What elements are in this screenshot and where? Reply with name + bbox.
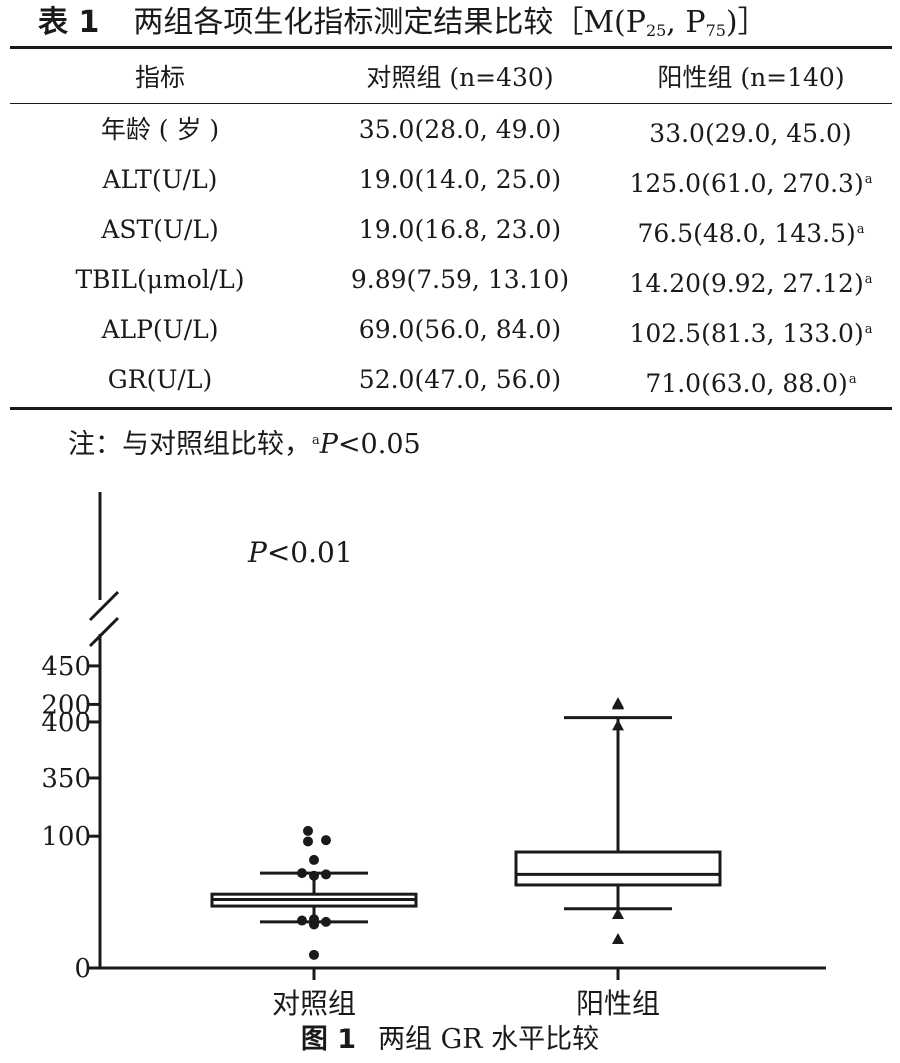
table-title-text: , P — [666, 5, 706, 40]
table-title-subscript: 25 — [645, 21, 667, 40]
row-positive-cell: 14.20(9.92, 27.12)a — [610, 255, 892, 305]
axis-break-mark — [88, 590, 120, 622]
row-indicator: AST(U/L) — [101, 215, 219, 244]
table-bottom-rule — [10, 407, 892, 410]
outlier-point — [612, 933, 624, 945]
table-title: 表 1 两组各项生化指标测定结果比较［M(P25, P75)］ — [38, 2, 768, 44]
outlier-point — [309, 870, 319, 881]
header-cell: 阳性组 (n=140) — [657, 63, 845, 92]
header-cell: 指标 — [134, 63, 185, 92]
note-p: P — [319, 429, 338, 460]
row-positive-value: 71.0(63.0, 88.0) — [645, 369, 848, 398]
figure-label: 图 1 — [300, 1024, 357, 1055]
y-tick-label: 200 — [41, 690, 91, 720]
outlier-point — [297, 868, 307, 879]
row-positive-cell: 102.5(81.3, 133.0)a — [610, 305, 892, 355]
gr-boxplot: 0 100 200 350 400 450 对照组 阳性组 P<0.01 — [41, 492, 826, 1018]
x-tick-label: 阳性组 — [576, 987, 660, 1018]
y-tick-label: 350 — [41, 764, 91, 794]
row-positive-cell: 125.0(61.0, 270.3)a — [610, 155, 892, 205]
box-iqr — [514, 850, 722, 887]
row-positive-value: 76.5(48.0, 143.5) — [637, 219, 856, 248]
row-positive-value: 102.5(81.3, 133.0) — [629, 319, 864, 348]
row-indicator: ALT(U/L) — [102, 165, 218, 194]
y-tick-label: 0 — [74, 954, 91, 984]
table-row: TBIL(μmol/L) 9.89(7.59, 13.10) 14.20(9.9… — [10, 255, 892, 305]
outlier-point — [321, 916, 331, 927]
header-cell: 对照组 (n=430) — [366, 63, 554, 92]
table-title-text: 两组各项生化指标测定结果比较［M(P — [133, 5, 646, 40]
row-indicator: 年龄 ( 岁 ) — [100, 115, 220, 144]
table-row: ALP(U/L) 69.0(56.0, 84.0) 102.5(81.3, 13… — [10, 305, 892, 355]
table-header-rule — [10, 103, 892, 104]
row-control-value: 69.0(56.0, 84.0) — [358, 315, 562, 344]
row-control-value: 52.0(47.0, 56.0) — [358, 365, 562, 394]
outlier-point — [309, 854, 319, 865]
outlier-point — [321, 869, 331, 880]
x-tick-label: 对照组 — [272, 987, 356, 1018]
row-indicator: ALP(U/L) — [101, 315, 219, 344]
outlier-point — [303, 825, 313, 836]
row-control-value: 19.0(16.8, 23.0) — [358, 215, 562, 244]
row-control-value: 9.89(7.59, 13.10) — [350, 265, 570, 294]
outlier-point — [303, 836, 313, 847]
row-positive-value: 33.0(29.0, 45.0) — [649, 119, 852, 148]
table-title-text: )］ — [725, 5, 768, 40]
note-text: 注：与对照组比较， — [68, 429, 311, 460]
significance-mark: a — [856, 222, 865, 237]
row-positive-value: 14.20(9.92, 27.12) — [629, 269, 864, 298]
table-row: ALT(U/L) 19.0(14.0, 25.0) 125.0(61.0, 27… — [10, 155, 892, 205]
significance-mark: a — [864, 272, 873, 287]
table-row: AST(U/L) 19.0(16.8, 23.0) 76.5(48.0, 143… — [10, 205, 892, 255]
note-mark: a — [312, 433, 320, 448]
row-indicator: GR(U/L) — [107, 365, 213, 394]
table-row: 年龄 ( 岁 ) 35.0(28.0, 49.0) 33.0(29.0, 45.… — [10, 105, 892, 155]
outlier-point — [321, 835, 331, 846]
outlier-point — [297, 915, 307, 926]
outlier-point — [612, 907, 624, 919]
table-top-rule — [10, 46, 892, 49]
row-control-value: 35.0(28.0, 49.0) — [358, 115, 562, 144]
row-control-value: 19.0(14.0, 25.0) — [358, 165, 562, 194]
significance-mark: a — [864, 322, 873, 337]
y-tick-label: 100 — [41, 822, 91, 852]
p-value-annotation: P<0.01 — [247, 536, 353, 569]
significance-mark: a — [864, 172, 873, 187]
row-positive-cell: 76.5(48.0, 143.5)a — [610, 205, 892, 255]
table-header-row: 指标 对照组 (n=430) 阳性组 (n=140) — [10, 53, 892, 103]
table-label: 表 1 — [38, 5, 100, 40]
significance-mark: a — [848, 372, 857, 387]
table-title-subscript: 75 — [705, 21, 726, 40]
axis-break-mark — [88, 616, 120, 648]
y-tick-label: 450 — [41, 652, 91, 682]
figure-caption: 图 1 两组 GR 水平比较 — [0, 1020, 900, 1060]
row-positive-cell: 33.0(29.0, 45.0) — [610, 105, 892, 155]
row-indicator: TBIL(μmol/L) — [75, 265, 245, 294]
table-row: GR(U/L) 52.0(47.0, 56.0) 71.0(63.0, 88.0… — [10, 355, 892, 405]
table-note: 注：与对照组比较，aP<0.05 — [68, 418, 421, 464]
row-positive-value: 125.0(61.0, 270.3) — [629, 169, 864, 198]
outlier-point — [309, 949, 319, 960]
outlier-point — [612, 697, 624, 709]
figure-caption-text: 两组 GR 水平比较 — [378, 1024, 600, 1055]
note-threshold: <0.05 — [337, 429, 421, 460]
outlier-point — [309, 914, 319, 925]
row-positive-cell: 71.0(63.0, 88.0)a — [610, 355, 892, 405]
outlier-point — [612, 719, 624, 731]
y-tick-label: 400 — [41, 708, 91, 738]
